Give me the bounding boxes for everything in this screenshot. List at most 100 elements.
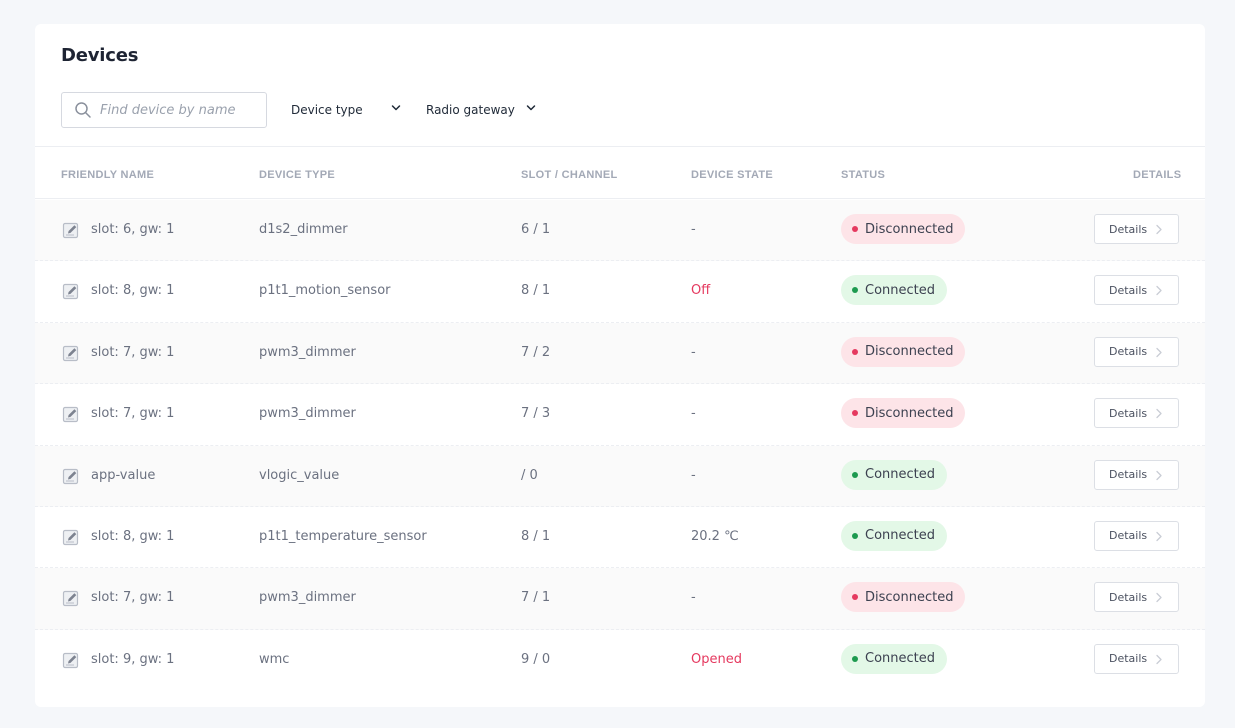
status-label: Disconnected <box>865 405 954 421</box>
table-row: slot: 7, gw: 1 pwm3_dimmer 7 / 1 - Disco… <box>35 568 1205 630</box>
friendly-name: slot: 7, gw: 1 <box>91 344 175 360</box>
search-input[interactable] <box>100 102 260 118</box>
device-state: - <box>691 467 696 483</box>
details-label: Details <box>1109 529 1148 543</box>
slot-channel: 6 / 1 <box>521 222 551 237</box>
edit-icon[interactable] <box>62 651 80 669</box>
search-box[interactable] <box>61 92 267 128</box>
device-state: - <box>691 590 696 606</box>
friendly-name: slot: 7, gw: 1 <box>91 406 175 422</box>
chevron-right-icon <box>1156 224 1162 235</box>
chevron-down-icon <box>526 105 536 111</box>
details-label: Details <box>1109 283 1148 297</box>
header-device-state: DEVICE STATE <box>691 169 774 181</box>
devices-card: Devices Device type Radio gateway FRIEND… <box>35 24 1205 707</box>
table-row: slot: 6, gw: 1 d1s2_dimmer 6 / 1 - Disco… <box>35 200 1205 262</box>
friendly-name: slot: 7, gw: 1 <box>91 590 175 606</box>
friendly-name: slot: 8, gw: 1 <box>91 283 175 299</box>
table-row: app-value vlogic_value / 0 - Connected D… <box>35 445 1205 507</box>
chevron-right-icon <box>1156 531 1162 542</box>
details-button[interactable]: Details <box>1094 398 1179 429</box>
details-label: Details <box>1109 345 1148 359</box>
status-label: Connected <box>865 651 936 667</box>
details-button[interactable]: Details <box>1094 582 1179 613</box>
device-type: p1t1_motion_sensor <box>259 283 391 299</box>
status-label: Disconnected <box>865 589 954 605</box>
edit-icon[interactable] <box>62 467 80 485</box>
friendly-name: slot: 6, gw: 1 <box>91 222 175 237</box>
slot-channel: / 0 <box>521 467 538 483</box>
slot-channel: 7 / 2 <box>521 344 551 360</box>
header-device-type: DEVICE TYPE <box>259 169 336 181</box>
edit-icon[interactable] <box>62 344 80 362</box>
edit-icon[interactable] <box>62 405 80 423</box>
device-state: Off <box>691 283 711 299</box>
details-button[interactable]: Details <box>1094 643 1179 674</box>
filter-divider <box>35 146 1205 147</box>
details-label: Details <box>1109 590 1148 604</box>
status-label: Disconnected <box>865 221 954 237</box>
edit-icon[interactable] <box>62 589 80 607</box>
device-state: Opened <box>691 651 742 667</box>
header-details: DETAILS <box>1133 169 1182 181</box>
device-table-body: slot: 6, gw: 1 d1s2_dimmer 6 / 1 - Disco… <box>35 200 1205 691</box>
header-status: STATUS <box>841 169 886 181</box>
details-button[interactable]: Details <box>1094 459 1179 490</box>
details-button[interactable]: Details <box>1094 520 1179 551</box>
slot-channel: 8 / 1 <box>521 283 551 299</box>
status-label: Disconnected <box>865 344 954 360</box>
chevron-right-icon <box>1156 470 1162 480</box>
search-icon <box>75 102 91 118</box>
details-button[interactable]: Details <box>1094 275 1179 306</box>
device-type: vlogic_value <box>259 467 340 483</box>
friendly-name: slot: 9, gw: 1 <box>91 651 175 667</box>
table-row: slot: 8, gw: 1 p1t1_motion_sensor 8 / 1 … <box>35 261 1205 323</box>
friendly-name: slot: 8, gw: 1 <box>91 528 175 544</box>
details-button[interactable]: Details <box>1094 336 1179 367</box>
device-type-dropdown[interactable]: Device type <box>291 100 401 120</box>
edit-icon[interactable] <box>62 528 80 546</box>
table-row: slot: 7, gw: 1 pwm3_dimmer 7 / 2 - Disco… <box>35 322 1205 385</box>
status-dot <box>852 594 858 601</box>
status-dot <box>852 410 858 417</box>
details-button[interactable]: Details <box>1094 214 1179 244</box>
status-badge: Connected <box>841 275 948 306</box>
edit-icon[interactable] <box>62 282 80 300</box>
status-label: Connected <box>865 528 936 544</box>
slot-channel: 7 / 1 <box>521 590 551 606</box>
status-dot <box>852 471 858 478</box>
radio-gateway-label: Radio gateway <box>426 103 515 117</box>
status-badge: Connected <box>841 459 948 490</box>
status-badge: Disconnected <box>841 214 966 244</box>
device-state: - <box>691 406 696 422</box>
chevron-right-icon <box>1156 409 1162 419</box>
status-badge: Disconnected <box>841 336 966 367</box>
chevron-right-icon <box>1156 347 1162 357</box>
details-label: Details <box>1109 406 1148 420</box>
status-label: Connected <box>865 467 936 483</box>
device-type: pwm3_dimmer <box>259 590 356 606</box>
details-label: Details <box>1109 222 1148 236</box>
table-row: slot: 9, gw: 1 wmc 9 / 0 Opened Connecte… <box>35 630 1205 691</box>
page-title: Devices <box>61 45 139 66</box>
radio-gateway-dropdown[interactable]: Radio gateway <box>426 100 536 120</box>
device-type: pwm3_dimmer <box>259 406 356 422</box>
edit-icon[interactable] <box>62 221 80 239</box>
table-header: FRIENDLY NAME DEVICE TYPE SLOT / CHANNEL… <box>35 147 1205 199</box>
status-dot <box>852 655 858 662</box>
device-state: - <box>691 222 696 237</box>
header-slot-channel: SLOT / CHANNEL <box>521 169 618 181</box>
device-type: p1t1_temperature_sensor <box>259 528 427 544</box>
status-badge: Connected <box>841 520 948 551</box>
table-row: slot: 7, gw: 1 pwm3_dimmer 7 / 3 - Disco… <box>35 384 1205 446</box>
device-state: 20.2 ℃ <box>691 528 739 544</box>
status-dot <box>852 226 858 232</box>
status-dot <box>852 532 858 539</box>
device-state: - <box>691 344 696 360</box>
slot-channel: 9 / 0 <box>521 651 551 667</box>
device-type: d1s2_dimmer <box>259 222 348 237</box>
device-type: pwm3_dimmer <box>259 344 356 360</box>
status-dot <box>852 348 858 355</box>
device-type: wmc <box>259 651 290 667</box>
details-label: Details <box>1109 652 1148 666</box>
